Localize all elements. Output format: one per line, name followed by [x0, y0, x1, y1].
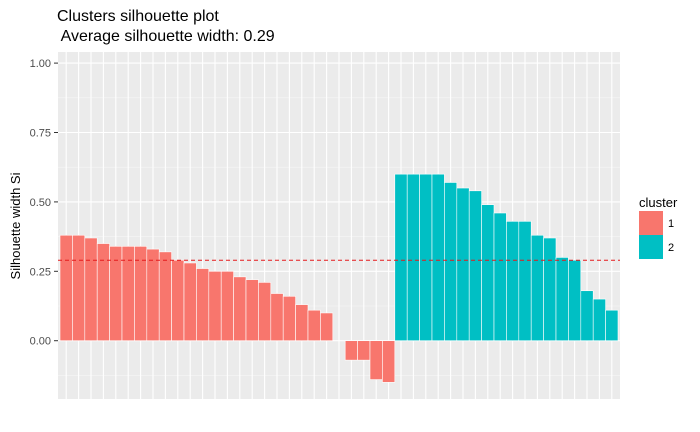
silhouette-bar-cluster-2 — [543, 237, 557, 342]
legend-title: cluster — [639, 195, 678, 210]
silhouette-bar-cluster-1 — [208, 271, 222, 342]
silhouette-bar-cluster-2 — [592, 298, 606, 342]
silhouette-bar-cluster-1 — [295, 304, 309, 342]
bars-group — [59, 173, 619, 383]
silhouette-bar-cluster-1 — [158, 251, 172, 342]
silhouette-bar-cluster-1 — [245, 279, 259, 342]
silhouette-bar-cluster-2 — [506, 221, 520, 342]
silhouette-bar-cluster-2 — [431, 173, 445, 342]
silhouette-bar-cluster-1 — [270, 293, 284, 342]
silhouette-bar-cluster-2 — [493, 212, 507, 342]
silhouette-bar-cluster-1 — [84, 237, 98, 342]
silhouette-bar-cluster-1 — [233, 276, 247, 342]
legend: cluster 1 2 — [639, 195, 678, 259]
silhouette-bar-cluster-1 — [320, 312, 334, 342]
silhouette-bar-cluster-2 — [468, 190, 482, 342]
silhouette-bar-cluster-1 — [220, 271, 234, 342]
y-tick-label: 1.00 — [30, 58, 51, 70]
y-axis-ticks: 0.00 0.25 0.50 0.75 1.00 — [30, 58, 58, 348]
silhouette-bar-cluster-1 — [344, 340, 358, 361]
silhouette-bar-cluster-2 — [406, 173, 420, 342]
silhouette-bar-cluster-1 — [307, 309, 321, 342]
silhouette-bar-cluster-1 — [59, 234, 73, 342]
legend-label-cluster-1: 1 — [668, 218, 674, 230]
silhouette-bar-cluster-1 — [183, 262, 197, 342]
silhouette-bar-cluster-1 — [146, 248, 160, 342]
silhouette-bar-cluster-2 — [419, 173, 433, 342]
silhouette-bar-cluster-1 — [282, 295, 296, 342]
silhouette-bar-cluster-1 — [196, 268, 210, 342]
silhouette-bar-cluster-2 — [605, 309, 619, 342]
legend-key-cluster-2 — [639, 235, 663, 259]
y-tick-label: 0.50 — [30, 197, 51, 209]
silhouette-bar-cluster-2 — [444, 182, 458, 342]
legend-key-cluster-1 — [639, 211, 663, 235]
legend-label-cluster-2: 2 — [668, 242, 674, 254]
silhouette-bar-cluster-2 — [394, 173, 408, 342]
silhouette-bar-cluster-2 — [456, 187, 470, 342]
silhouette-bar-cluster-1 — [258, 282, 272, 342]
silhouette-bar-cluster-2 — [568, 259, 582, 342]
silhouette-bar-cluster-1 — [72, 234, 86, 342]
silhouette-bar-cluster-2 — [518, 221, 532, 342]
silhouette-bar-cluster-2 — [580, 290, 594, 342]
y-tick-label: 0.25 — [30, 266, 51, 278]
chart-subtitle: Average silhouette width: 0.29 — [57, 28, 275, 45]
y-axis-title: Silhouette width Si — [8, 172, 23, 279]
chart-title: Clusters silhouette plot — [57, 8, 219, 25]
silhouette-bar-cluster-1 — [96, 243, 110, 342]
silhouette-bar-cluster-1 — [357, 340, 371, 361]
silhouette-bar-cluster-1 — [369, 340, 383, 380]
y-tick-label: 0.00 — [30, 336, 51, 348]
silhouette-bar-cluster-2 — [530, 234, 544, 342]
y-tick-label: 0.75 — [30, 128, 51, 140]
silhouette-bar-cluster-2 — [555, 257, 569, 342]
silhouette-bar-cluster-1 — [171, 259, 185, 342]
silhouette-bar-cluster-1 — [382, 340, 396, 383]
silhouette-bar-cluster-2 — [481, 204, 495, 342]
